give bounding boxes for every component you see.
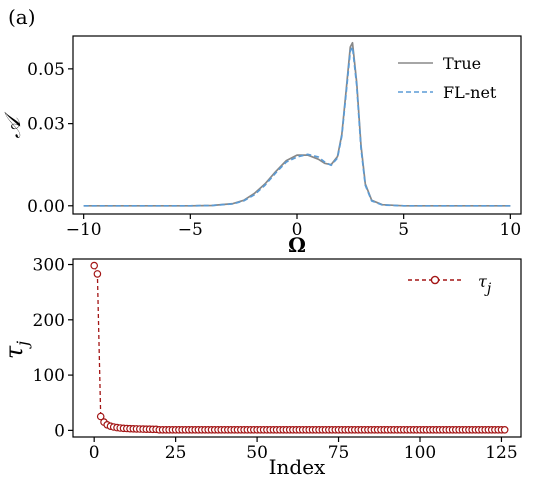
bottom-x-ticks: 0 25 50 75 100 125 — [89, 437, 518, 463]
bottom-series-tau-point — [500, 425, 509, 434]
top-y-tick-label: 0.00 — [27, 197, 65, 217]
top-x-tick-label: 5 — [398, 220, 409, 240]
top-chart: −10 −5 0 5 10 0.00 0.03 0.05 Ω 𝒜 True FL-net — [1, 35, 522, 257]
top-y-tick-label: 0.03 — [27, 115, 65, 135]
top-y-tick-label: 0.05 — [27, 60, 65, 80]
legend-true-label: True — [443, 54, 481, 73]
bottom-y-tick-label: 100 — [33, 366, 65, 386]
legend-tau-marker — [430, 275, 440, 285]
bottom-x-tick-label: 50 — [246, 443, 268, 463]
top-series-flnet-line — [83, 46, 511, 207]
top-x-tick-label: 10 — [500, 220, 522, 240]
bottom-y-tick-label: 300 — [33, 256, 65, 276]
legend-tau-label: τ — [478, 272, 488, 291]
bottom-y-axis-title: τj — [0, 341, 32, 359]
svg-text:τj: τj — [0, 341, 32, 359]
bottom-legend: τj — [408, 272, 492, 297]
top-y-axis-title: 𝒜 — [1, 111, 26, 138]
top-legend: True FL-net — [398, 54, 497, 102]
bottom-y-axis-subscript: j — [13, 341, 32, 349]
bottom-series-tau-point — [93, 270, 102, 278]
bottom-x-axis-title: Index — [269, 455, 326, 479]
top-y-ticks: 0.00 0.03 0.05 — [27, 60, 73, 217]
bottom-x-tick-label: 100 — [404, 443, 436, 463]
top-series-layer — [83, 41, 511, 207]
bottom-x-tick-label: 75 — [328, 443, 350, 463]
bottom-series-tau-point — [90, 261, 99, 270]
panel-label: (a) — [8, 5, 36, 29]
top-x-tick-label: −5 — [178, 220, 203, 240]
svg-text:τj: τj — [478, 272, 492, 297]
legend-flnet-label: FL-net — [443, 83, 497, 102]
top-x-ticks: −10 −5 0 5 10 — [66, 214, 521, 240]
bottom-series-tau-point — [96, 412, 105, 421]
legend-tau-subscript: j — [484, 281, 492, 297]
bottom-series-layer — [90, 261, 509, 434]
bottom-y-axis-symbol: τ — [0, 345, 28, 359]
bottom-series-tau-line — [93, 265, 505, 431]
top-x-tick-label: 0 — [292, 220, 303, 240]
bottom-y-ticks: 0 100 200 300 — [33, 256, 73, 441]
bottom-x-tick-label: 125 — [485, 443, 517, 463]
bottom-y-tick-label: 0 — [54, 421, 65, 441]
bottom-x-tick-label: 0 — [89, 443, 100, 463]
bottom-x-tick-label: 25 — [165, 443, 187, 463]
top-x-tick-label: −10 — [66, 220, 102, 240]
bottom-y-tick-label: 200 — [33, 311, 65, 331]
bottom-plot-frame — [72, 258, 522, 438]
top-x-axis-title: Ω — [288, 233, 306, 257]
